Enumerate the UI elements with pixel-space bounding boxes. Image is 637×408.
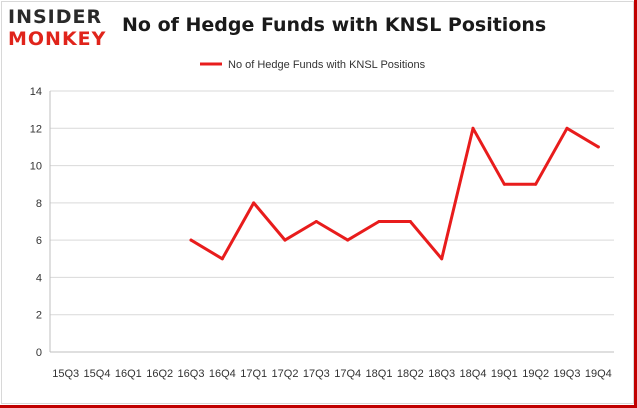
x-tick-label: 17Q4 <box>334 368 361 380</box>
data-point <box>252 201 256 205</box>
x-tick-label: 19Q4 <box>585 368 612 380</box>
data-point <box>346 238 350 242</box>
x-tick-labels: 15Q3 15Q4 16Q1 16Q2 16Q3 16Q4 17Q1 17Q2 17Q3 17Q4… <box>52 368 612 380</box>
y-tick-label: 4 <box>36 272 42 284</box>
legend-label: No of Hedge Funds with KNSL Positions <box>228 59 426 71</box>
data-point <box>565 126 569 130</box>
x-tick-label: 17Q3 <box>303 368 330 380</box>
x-tick-label: 19Q3 <box>554 368 581 380</box>
x-tick-label: 16Q4 <box>209 368 236 380</box>
x-tick-label: 16Q2 <box>146 368 173 380</box>
x-tick-label: 17Q2 <box>272 368 299 380</box>
x-tick-label: 18Q2 <box>397 368 424 380</box>
grid-lines <box>49 90 614 353</box>
logo-line-1: INSIDER <box>8 6 103 28</box>
chart-title: No of Hedge Funds with KNSL Positions <box>122 14 547 36</box>
insider-monkey-logo: INSIDER MONKEY <box>8 6 120 54</box>
series-layer <box>189 126 600 261</box>
y-tick-label: 10 <box>30 161 42 173</box>
x-tick-label: 18Q3 <box>428 368 455 380</box>
x-tick-label: 18Q4 <box>460 368 487 380</box>
y-tick-label: 12 <box>30 123 42 135</box>
data-point <box>471 126 475 130</box>
data-point <box>283 238 287 242</box>
x-tick-label: 18Q1 <box>366 368 393 380</box>
series-line-0 <box>189 126 600 261</box>
x-tick-label: 16Q3 <box>178 368 205 380</box>
legend: No of Hedge Funds with KNSL Positions <box>200 59 426 71</box>
y-tick-label: 14 <box>30 86 42 98</box>
x-tick-label: 19Q1 <box>491 368 518 380</box>
x-tick-label: 16Q1 <box>115 368 142 380</box>
y-tick-labels: 0 2 4 6 8 10 12 14 <box>30 86 42 359</box>
y-tick-label: 8 <box>36 198 42 210</box>
data-point <box>502 182 506 186</box>
x-tick-label: 15Q4 <box>84 368 111 380</box>
y-tick-label: 0 <box>36 347 42 359</box>
data-point <box>596 145 600 149</box>
x-tick-label: 17Q1 <box>240 368 267 380</box>
data-point <box>440 257 444 261</box>
data-point <box>314 220 318 223</box>
x-tick-label: 15Q3 <box>52 368 79 380</box>
data-point <box>220 257 224 261</box>
y-tick-label: 6 <box>36 235 42 247</box>
x-tick-label: 19Q2 <box>522 368 549 380</box>
data-point <box>377 220 381 223</box>
data-point <box>189 238 193 242</box>
data-point <box>408 220 412 223</box>
data-point <box>534 182 538 186</box>
y-tick-label: 2 <box>36 310 42 322</box>
logo-line-2: MONKEY <box>8 28 107 50</box>
